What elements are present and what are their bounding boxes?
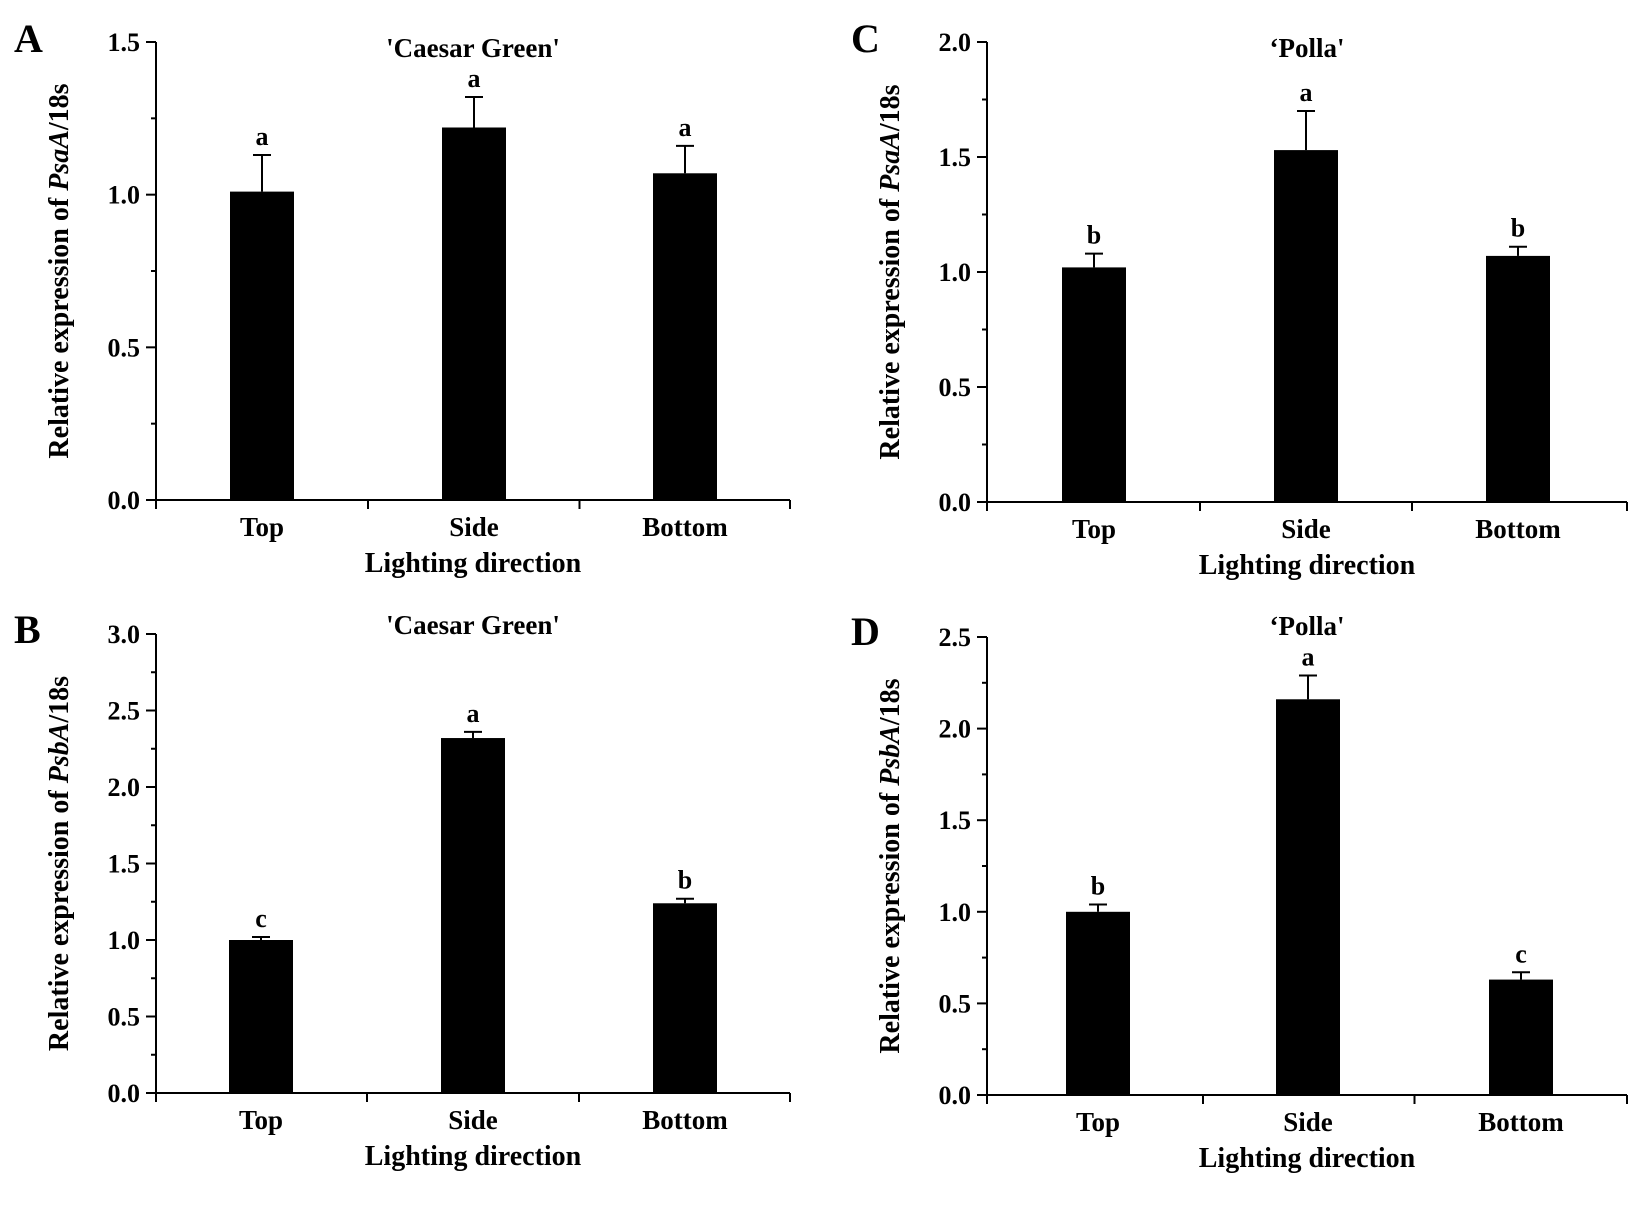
- y-tick-label: 1.5: [108, 28, 141, 57]
- y-axis-label-gene: PsbA: [44, 723, 75, 785]
- y-axis-label-prefix: Relative expression of: [44, 191, 75, 459]
- bar-side: [1274, 150, 1338, 502]
- panel-letter: C: [851, 16, 880, 61]
- x-tick-label: Bottom: [642, 512, 728, 542]
- significance-letter: b: [1091, 871, 1105, 900]
- y-tick-label: 2.5: [108, 697, 141, 726]
- y-tick-label: 2.0: [108, 773, 141, 802]
- panel-letter: B: [14, 607, 41, 652]
- x-axis-label: Lighting direction: [365, 548, 582, 579]
- x-tick-label: Bottom: [1475, 514, 1561, 544]
- x-tick-label: Side: [448, 1105, 498, 1135]
- y-tick-label: 1.5: [108, 850, 141, 879]
- panel-letter: A: [14, 16, 43, 61]
- y-tick-label: 2.0: [939, 28, 972, 57]
- significance-letter: b: [678, 866, 692, 895]
- y-tick-label: 0.0: [939, 1081, 972, 1110]
- y-axis-label-prefix: Relative expression of: [44, 783, 75, 1051]
- bar-bottom: [1486, 255, 1550, 502]
- x-tick-label: Side: [1281, 514, 1331, 544]
- x-axis-label: Lighting direction: [1199, 1143, 1416, 1174]
- y-tick-label: 3.0: [108, 620, 141, 649]
- bar-top: [229, 940, 293, 1093]
- y-tick-label: 0.5: [939, 373, 972, 402]
- y-axis-label: Relative expression of PsbA/18s: [44, 676, 75, 1051]
- y-tick-label: 1.0: [939, 258, 972, 287]
- bar-bottom: [1489, 979, 1553, 1095]
- significance-letter: a: [1302, 642, 1315, 671]
- x-tick-label: Top: [239, 1105, 283, 1135]
- y-tick-label: 2.5: [939, 623, 972, 652]
- significance-letter: a: [468, 64, 481, 93]
- x-tick-label: Top: [240, 512, 284, 542]
- chart-title: 'Caesar Green': [386, 33, 560, 63]
- significance-letter: b: [1511, 214, 1525, 243]
- y-axis-label-gene: PsaA: [875, 131, 906, 193]
- y-axis-label-suffix: /18s: [875, 84, 906, 132]
- y-tick-label: 1.0: [108, 926, 141, 955]
- chart-title: ‘Polla': [1270, 33, 1345, 63]
- x-tick-label: Side: [1283, 1107, 1333, 1137]
- y-tick-label: 0.0: [108, 1079, 141, 1108]
- x-axis-label: Lighting direction: [365, 1141, 582, 1172]
- y-tick-label: 1.0: [939, 898, 972, 927]
- chart-title: ‘Polla': [1270, 611, 1345, 641]
- panel-letter: D: [851, 609, 880, 654]
- bar-top: [1066, 911, 1130, 1095]
- x-tick-label: Top: [1072, 514, 1116, 544]
- x-tick-label: Bottom: [642, 1105, 728, 1135]
- bar-bottom: [653, 173, 717, 500]
- y-axis-label-suffix: /18s: [875, 678, 906, 726]
- y-tick-label: 1.5: [939, 143, 972, 172]
- significance-letter: a: [256, 122, 269, 151]
- y-tick-label: 0.5: [108, 333, 141, 362]
- y-axis-label-prefix: Relative expression of: [875, 192, 906, 460]
- y-axis-label: Relative expression of PsaA/18s: [44, 83, 75, 458]
- significance-letter: c: [255, 904, 267, 933]
- chart-title: 'Caesar Green': [386, 610, 560, 640]
- bar-side: [1276, 699, 1340, 1095]
- x-tick-label: Top: [1076, 1107, 1120, 1137]
- significance-letter: a: [679, 113, 692, 142]
- x-tick-label: Side: [449, 512, 499, 542]
- y-tick-label: 2.0: [939, 715, 972, 744]
- chart-panel-d: D ‘Polla' 0.0 0.5 1.0 1.5 2.0 2.5 b Top a Side c Bott…: [851, 609, 1628, 1174]
- y-axis-label-suffix: /18s: [44, 83, 75, 131]
- significance-letter: a: [1300, 78, 1313, 107]
- y-axis-label-gene: PsbA: [875, 725, 906, 787]
- y-tick-label: 0.5: [108, 1003, 141, 1032]
- y-axis-label-prefix: Relative expression of: [875, 786, 906, 1054]
- y-axis-label-suffix: /18s: [44, 676, 75, 724]
- chart-panel-b: B 'Caesar Green' 0.0 0.5 1.0 1.5 2.0 2.5 3.0 c Top…: [14, 607, 791, 1172]
- y-axis-label: Relative expression of PsaA/18s: [875, 84, 906, 459]
- significance-letter: c: [1515, 939, 1527, 968]
- x-axis-label: Lighting direction: [1199, 550, 1416, 581]
- y-tick-label: 0.0: [939, 488, 972, 517]
- y-tick-label: 1.0: [108, 181, 141, 210]
- significance-letter: a: [467, 699, 480, 728]
- chart-panel-c: C ‘Polla' 0.0 0.5 1.0 1.5 2.0 b Top a Side b Bottom L…: [851, 16, 1628, 581]
- chart-panel-a: A 'Caesar Green' 0.0 0.5 1.0 1.5 a Top a Side a Bot…: [14, 16, 791, 579]
- y-axis-label-gene: PsaA: [44, 130, 75, 192]
- x-tick-label: Bottom: [1478, 1107, 1564, 1137]
- significance-letter: b: [1087, 221, 1101, 250]
- y-tick-label: 0.5: [939, 989, 972, 1018]
- bar-bottom: [653, 903, 717, 1093]
- bar-top: [1062, 267, 1126, 502]
- y-axis-label: Relative expression of PsbA/18s: [875, 678, 906, 1053]
- bar-top: [230, 191, 294, 500]
- y-tick-label: 1.5: [939, 806, 972, 835]
- bar-side: [441, 738, 505, 1093]
- bar-side: [442, 127, 506, 500]
- y-tick-label: 0.0: [108, 486, 141, 515]
